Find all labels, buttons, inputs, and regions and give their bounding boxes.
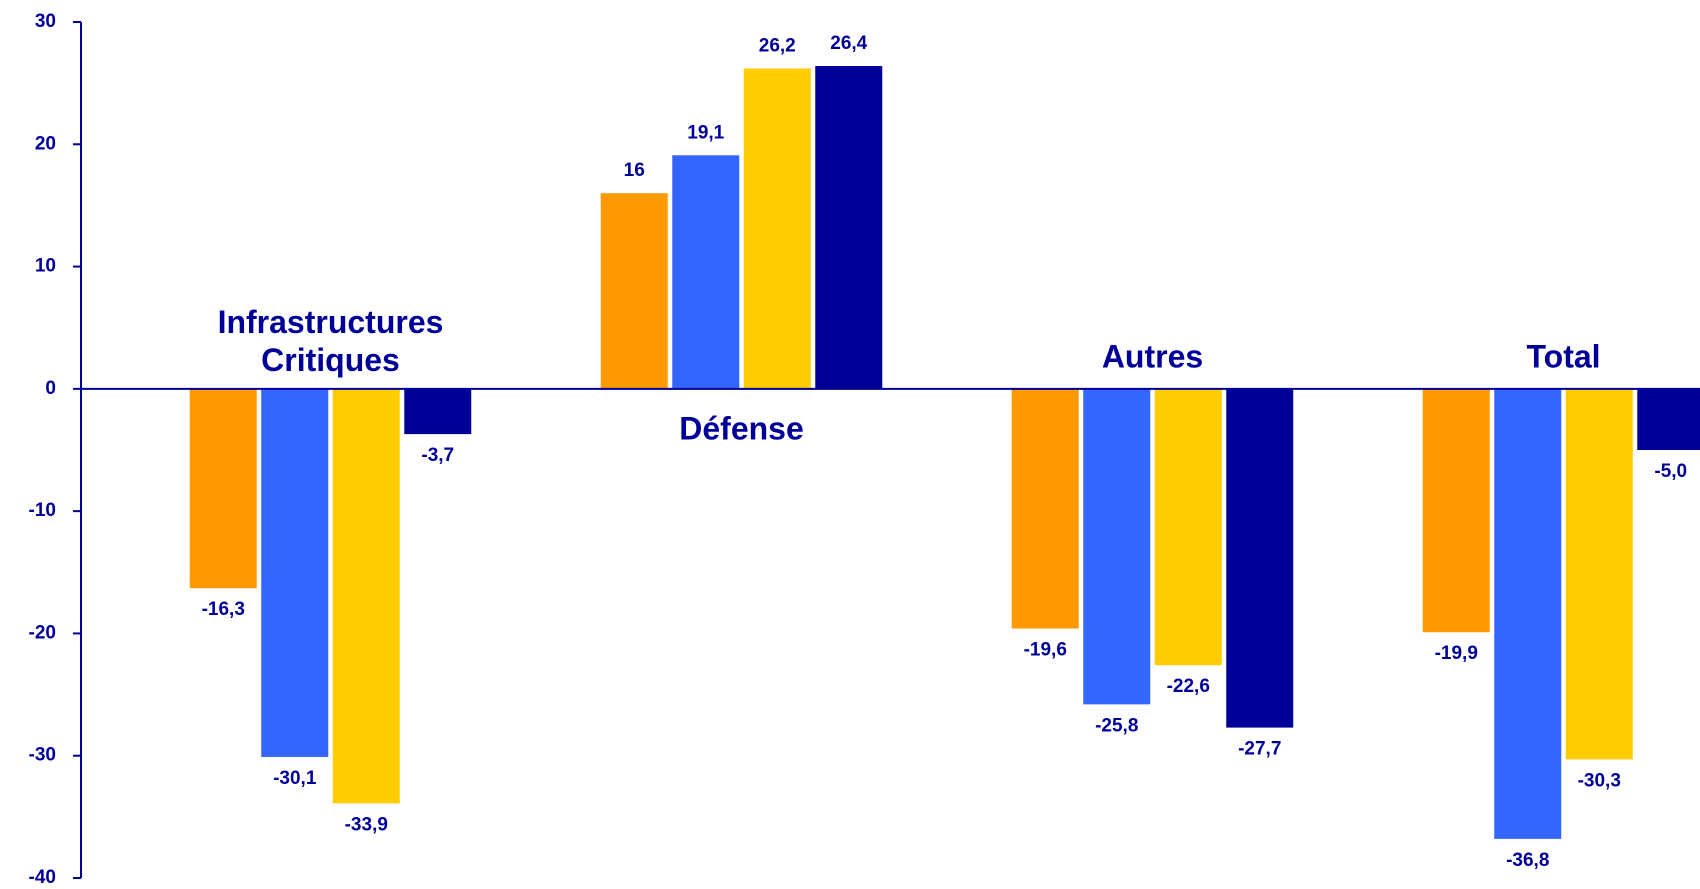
category-label: Total [1526, 338, 1600, 374]
bar [332, 388, 400, 804]
y-tick-label: -10 [29, 500, 56, 521]
value-label: -25,8 [1095, 715, 1138, 736]
bar [1637, 388, 1700, 450]
value-label: -22,6 [1167, 676, 1210, 697]
value-label: -36,8 [1506, 850, 1549, 871]
y-tick-label: 0 [45, 378, 56, 399]
bar [1494, 388, 1562, 839]
bar [1011, 388, 1079, 629]
bar [743, 68, 811, 389]
bar [1226, 388, 1294, 728]
y-tick-label: -30 [29, 745, 56, 766]
y-tick-label: 20 [35, 133, 56, 154]
y-tick-label: 10 [35, 256, 56, 277]
value-label: 26,2 [759, 35, 796, 56]
value-label: -16,3 [202, 599, 245, 620]
value-label: 16 [624, 160, 645, 181]
bar [1565, 388, 1633, 760]
value-label: -27,7 [1238, 739, 1281, 760]
category-label: Autres [1102, 338, 1203, 374]
value-label: -5,0 [1654, 461, 1687, 482]
value-label: -19,6 [1024, 640, 1067, 661]
value-label: -30,3 [1578, 770, 1621, 791]
bar [404, 388, 472, 435]
bar [672, 155, 740, 389]
bar [1154, 388, 1222, 666]
category-label: Défense [679, 410, 804, 446]
y-tick-label: -40 [29, 867, 56, 888]
category-label: Infrastructures Critiques [218, 304, 444, 378]
bar [1422, 388, 1490, 633]
bar [261, 388, 329, 757]
value-label: -3,7 [421, 445, 454, 466]
value-label: -30,1 [273, 768, 317, 789]
bar [189, 388, 257, 589]
value-label: -33,9 [345, 814, 388, 835]
bar [600, 193, 668, 389]
y-tick-label: -20 [29, 622, 56, 643]
bar [1083, 388, 1151, 705]
value-label: 19,1 [687, 122, 724, 143]
value-label: 26,4 [830, 33, 867, 54]
bar [815, 66, 883, 389]
y-tick-label: 30 [35, 11, 56, 32]
value-label: -19,9 [1435, 643, 1478, 664]
